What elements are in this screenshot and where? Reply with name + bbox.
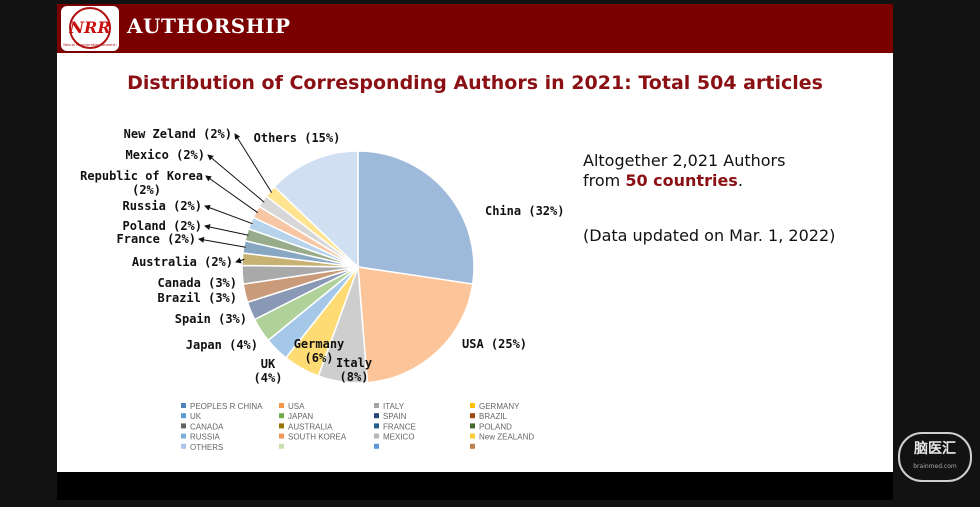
legend-swatch (181, 443, 186, 449)
legend-label-france: FRANCE (383, 422, 416, 431)
legend-label-canada: CANADA (190, 422, 224, 431)
legend-swatch (470, 423, 475, 429)
legend-swatch (181, 403, 186, 408)
pie-slice-usa (357, 266, 474, 384)
pie-chart: China (32%) USA (25%) Italy (8%)Germany (6%)… (80, 127, 564, 452)
svg-text:Neural Regeneration Research: Neural Regeneration Research (63, 43, 116, 47)
author-summary-line1: Altogether 2,021 Authors (583, 151, 786, 170)
legend-swatch (470, 433, 475, 439)
leader-arrow-south-korea (205, 175, 259, 214)
pie-slice-peoples-r-china (357, 150, 475, 285)
legend-label-japan: JAPAN (288, 412, 313, 421)
pie-leader-arrows (198, 133, 273, 264)
pie-label-peoples-r-china: China (32%) (485, 204, 564, 218)
legend-label-others: OTHERS (190, 443, 223, 452)
legend-label-germany: GERMANY (479, 402, 520, 411)
pie-label-spain: Spain (3%) (175, 312, 247, 326)
legend-swatch (374, 413, 379, 419)
slide-title: Distribution of Corresponding Authors in… (127, 72, 823, 94)
brainmed-watermark: 脑医汇 brainmed.com (898, 432, 972, 482)
legend-swatch (181, 413, 186, 419)
leader-arrow-australia (235, 257, 245, 264)
legend-swatch (279, 423, 284, 429)
leader-arrow-france (198, 236, 246, 248)
legend-label-poland: POLAND (479, 422, 512, 431)
legend-label-peoples-r-china: PEOPLES R CHINA (190, 402, 263, 411)
pie-label-brazil: Brazil (3%) (158, 291, 237, 305)
legend-swatch (374, 423, 379, 429)
legend-label-new-zealand: New ZEALAND (479, 433, 534, 442)
nrr-logo-graphic: NRR Neural Regeneration Research (63, 7, 117, 49)
pie-label-usa: USA (25%) (462, 337, 527, 351)
pie-label-south-korea: Republic of Korea (2%) (80, 169, 203, 197)
data-update-note: (Data updated on Mar. 1, 2022) (583, 226, 836, 245)
pie-slice-others (273, 150, 359, 269)
legend-swatch (181, 423, 186, 429)
legend-label-mexico: MEXICO (383, 433, 415, 442)
chart-legend: PEOPLES R CHINA USA ITALY GERMANY UK JAPAN SPA… (181, 402, 534, 452)
pie-label-russia: Russia (2%) (123, 199, 202, 213)
pie-label-france: France (2%) (117, 232, 196, 246)
legend-swatch (470, 413, 475, 419)
leader-arrow-russia (204, 204, 253, 225)
video-bottom-bar (57, 472, 893, 500)
header-title: AUTHORSHIP (127, 14, 291, 38)
pie-label-australia: Australia (2%) (132, 255, 233, 269)
pie-label-japan: Japan (4%) (186, 338, 258, 352)
legend-swatch (181, 433, 186, 439)
countries-highlight: 50 countries (625, 171, 738, 190)
pie-labels: China (32%) USA (25%) Italy (8%)Germany (6%)… (80, 127, 564, 385)
svg-text:NRR: NRR (68, 18, 110, 37)
legend-swatch (374, 433, 379, 439)
author-summary-line2: from 50 countries. (583, 171, 743, 190)
legend-swatch (470, 403, 475, 408)
leader-arrow-mexico (207, 154, 265, 203)
pie-label-new-zealand: New Zeland (2%) (124, 127, 232, 141)
pie-label-germany: Germany (6%) (294, 337, 345, 365)
legend-label-italy: ITALY (383, 402, 405, 411)
header-bar: NRR Neural Regeneration Research AUTHORS… (57, 4, 893, 53)
author-summary: Altogether 2,021 Authors from 50 countri… (583, 151, 785, 191)
nrr-logo: NRR Neural Regeneration Research (61, 6, 119, 51)
slide: NRR Neural Regeneration Research AUTHORS… (57, 4, 893, 472)
pie-label-italy: Italy (8%) (336, 356, 372, 384)
legend-label-uk: UK (190, 412, 202, 421)
leader-arrow-new-zealand (234, 133, 273, 193)
legend-swatch (374, 403, 379, 408)
pie-label-uk: UK (4%) (254, 357, 283, 385)
legend-swatch (279, 403, 284, 408)
legend-label-south-korea: SOUTH KOREA (288, 433, 347, 442)
legend-label-spain: SPAIN (383, 412, 407, 421)
legend-swatch (279, 443, 284, 449)
legend-label-brazil: BRAZIL (479, 412, 508, 421)
legend-swatch (279, 433, 284, 439)
legend-label-australia: AUSTRALIA (288, 422, 333, 431)
legend-swatch (279, 413, 284, 419)
pie-slices (241, 150, 475, 384)
leader-arrow-poland (204, 224, 249, 236)
pie-label-canada: Canada (3%) (158, 276, 237, 290)
legend-label-usa: USA (288, 402, 305, 411)
legend-swatch (374, 443, 379, 449)
legend-swatch (470, 443, 475, 449)
pie-label-poland: Poland (2%) (123, 219, 202, 233)
pie-label-others: Others (15%) (254, 131, 341, 145)
legend-label-russia: RUSSIA (190, 433, 220, 442)
pie-label-mexico: Mexico (2%) (126, 148, 205, 162)
